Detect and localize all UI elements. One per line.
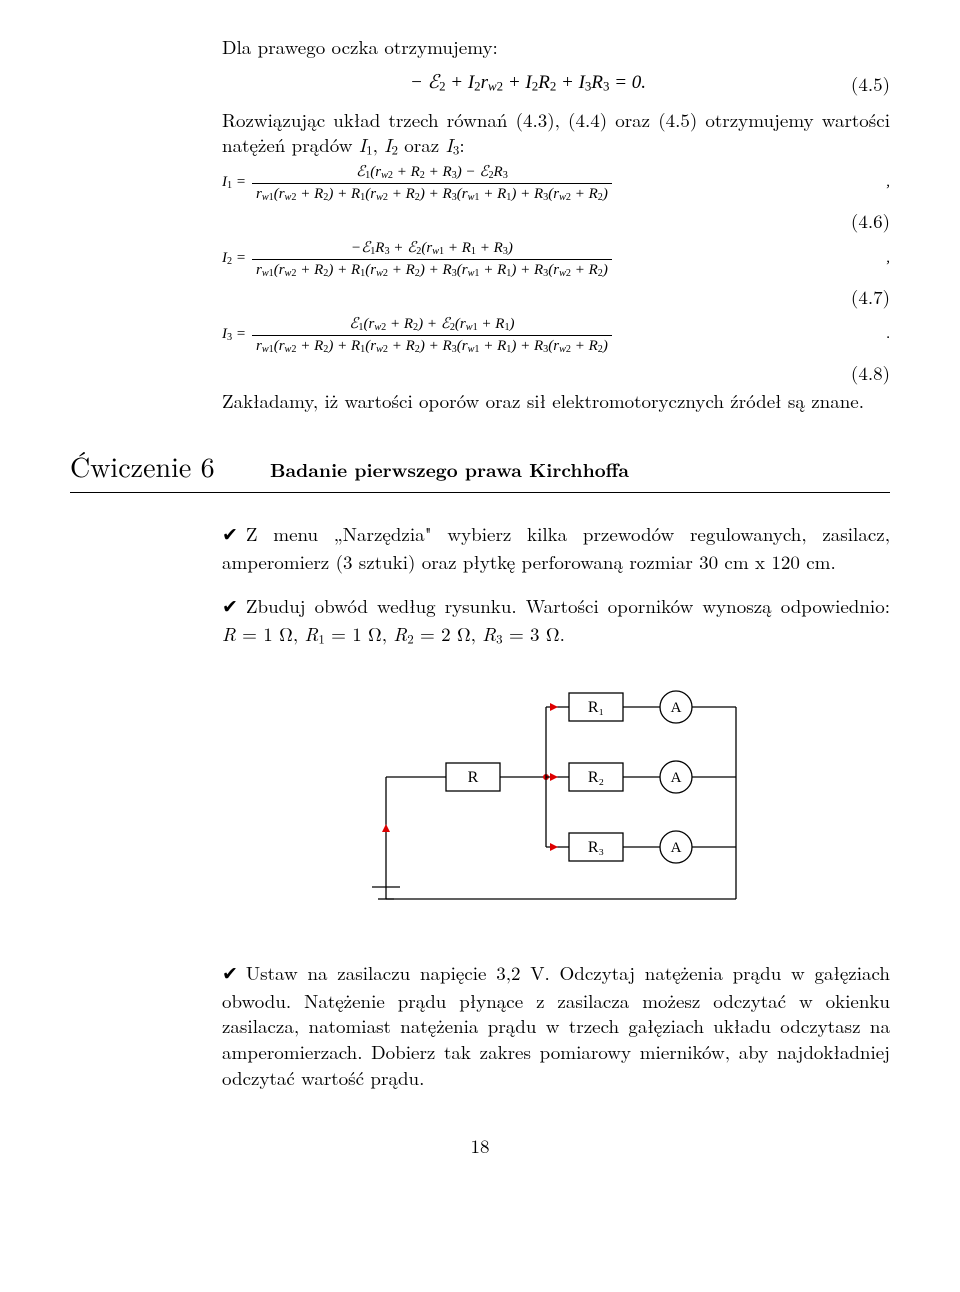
equation-4-5-body: − ℰ2 + I2rw2 + I2R2 + I3R3 = 0. (222, 71, 834, 95)
svg-text:A: A (671, 840, 682, 856)
svg-text:R₂: R₂ (588, 769, 604, 786)
para-after-4-5: Rozwiązując układ trzech równań (4.3), (… (222, 107, 890, 159)
check-icon: ✔ (222, 964, 238, 985)
equation-4-7-number: (4.7) (222, 283, 890, 310)
equation-4-5-number: (4.5) (834, 70, 890, 97)
check-icon: ✔ (222, 597, 238, 618)
eq-i3-punct: . (884, 326, 890, 343)
exercise-heading: Ćwiczenie 6 Badanie pierwszego prawa Kir… (70, 446, 890, 493)
svg-text:R₁: R₁ (588, 699, 604, 716)
equation-i1: I1 = ℰ1(rw2 + R2 + R3) − ℰ2R3 rw1(rw2 + … (222, 162, 890, 203)
equation-4-5: − ℰ2 + I2rw2 + I2R2 + I3R3 = 0. (4.5) (222, 70, 890, 97)
checklist-item-1: ✔Z menu „Narzędzia" wybierz kilka przewo… (222, 521, 890, 574)
svg-text:A: A (671, 700, 682, 716)
check-icon: ✔ (222, 525, 238, 546)
equation-4-8-number: (4.8) (222, 359, 890, 386)
assume-text: Zakładamy, iż wartości oporów oraz sił e… (222, 388, 890, 414)
checklist-item-3-text: Ustaw na zasilaczu napięcie 3,2 V. Odczy… (222, 959, 890, 1091)
circuit-diagram: R R₁ A R₂ A R₃ A (222, 667, 890, 932)
checklist-item-1-text: Z menu „Narzędzia" wybierz kilka przewod… (222, 520, 890, 575)
intro-line: Dla prawego oczka otrzymujemy: (222, 34, 890, 60)
equation-4-6-number: (4.6) (222, 207, 890, 234)
eq-i2-punct: , (884, 250, 890, 267)
checklist-item-2-text: Zbuduj obwód według rysunku. Wartości op… (222, 592, 890, 647)
svg-text:R: R (468, 769, 479, 786)
equation-i2: I2 = −ℰ1R3 + ℰ2(rw1 + R1 + R3) rw1(rw2 +… (222, 238, 890, 279)
page-number: 18 (70, 1132, 890, 1159)
exercise-title: Badanie pierwszego prawa Kirchhoffa (270, 455, 629, 483)
exercise-label: Ćwiczenie 6 (70, 446, 270, 486)
checklist-item-3: ✔Ustaw na zasilaczu napięcie 3,2 V. Odcz… (222, 960, 890, 1090)
svg-text:R₃: R₃ (588, 839, 604, 856)
eq-i1-punct: , (884, 174, 890, 191)
equation-i3: I3 = ℰ1(rw2 + R2) + ℰ2(rw1 + R1) rw1(rw2… (222, 314, 890, 355)
svg-text:A: A (671, 770, 682, 786)
checklist-item-2: ✔Zbuduj obwód według rysunku. Wartości o… (222, 593, 890, 647)
